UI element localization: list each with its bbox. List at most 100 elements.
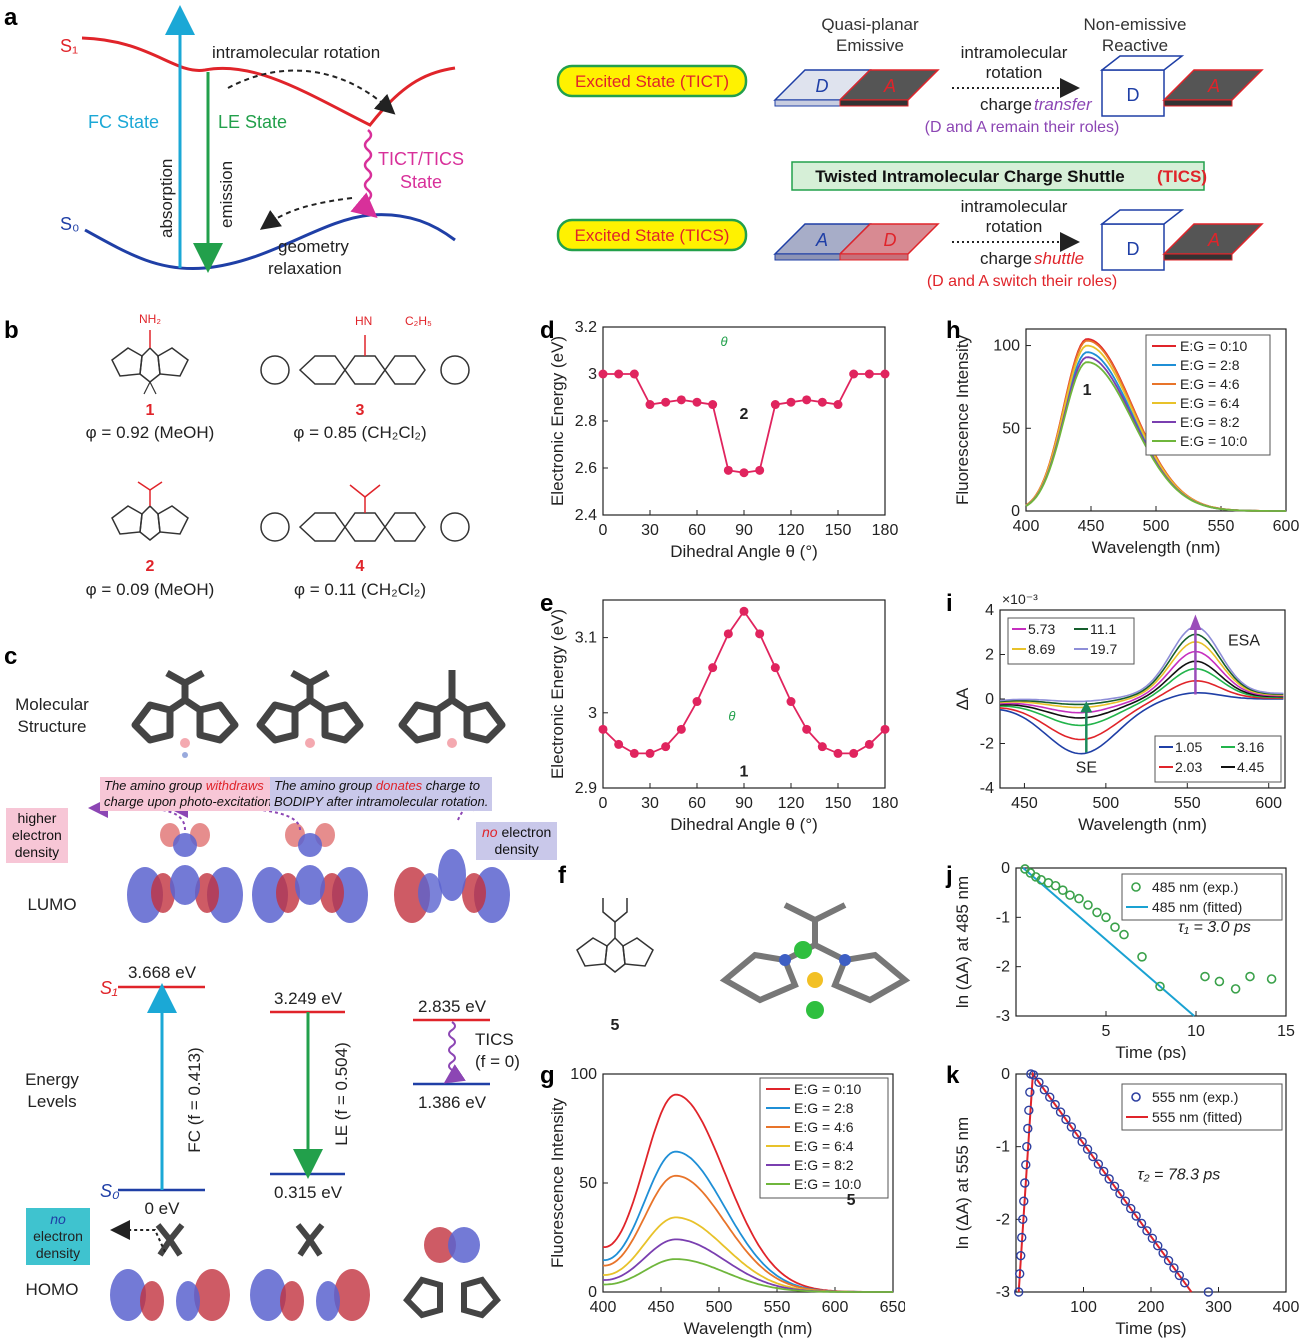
legend-h [1145,334,1271,456]
point-e-0 [598,724,608,734]
xtick-label-h-2: 500 [1143,518,1170,535]
xtick-label-d-3: 90 [735,522,753,539]
point-k-15 [1039,1085,1050,1095]
point-d-0 [598,369,608,379]
point-j-20 [1266,974,1277,984]
ylabel-j: ln (ΔA) at 485 nm [953,876,972,1008]
structure-label: Structure [18,717,87,736]
molecule-structure-2 [256,669,364,748]
point-k-25 [1093,1159,1104,1169]
chart-g: 400 450 500 550 600 650 0 50 100 Wavelength (nm) F… [548,1066,905,1338]
point-d-3 [645,400,655,410]
point-k-0 [1013,1287,1024,1297]
emission-label: emission [217,161,236,228]
legend-label-h-1: E:G = 2:8 [1180,357,1240,373]
legend-swatch-j-0 [1131,882,1141,892]
ytick-label-j-0: 0 [1001,860,1010,877]
ytick-label-j-3: -3 [996,1008,1010,1025]
tics-intramolecular: intramolecular [961,197,1068,216]
point-j-7 [1065,890,1075,900]
point-k-16 [1045,1092,1055,1102]
point-k-5 [1019,1196,1029,1206]
point-d-11 [770,400,780,410]
c1-nh2: NH₂ [139,312,161,326]
xtick-label-i-3: 600 [1255,795,1282,812]
tict-intramolecular: intramolecular [961,43,1068,62]
chart-k: 100 200 300 400 0 -1 -2 -3 Time (ps) ln (ΔA) at 5… [953,1066,1300,1338]
series-h-5 [1025,361,1286,512]
tics-transition-label: TICS [475,1030,514,1049]
point-e-10 [755,629,765,639]
molecular-label: Molecular [15,695,89,714]
panel-f-structure: 5 [576,898,911,1034]
legend-label-j-0: 485 nm (exp.) [1152,879,1238,895]
point-e-13 [802,724,812,734]
point-k-35 [1147,1233,1158,1243]
panel-label-c: c [4,643,18,670]
xtick-label-i-1: 500 [1093,795,1120,812]
ytick-label-i-0: -4 [980,780,994,797]
xtick-label-g-5: 650 [880,1299,905,1316]
legend-i-bottom [1154,735,1282,783]
le-oscillator-label: LE (f = 0.504) [332,1042,351,1145]
point-k-28 [1109,1181,1120,1191]
point-e-16 [849,748,859,758]
ytick-label-k-3: -3 [996,1284,1010,1301]
point-j-16 [1200,971,1210,982]
tics-title-abbr: (TICS) [1157,167,1207,186]
c1-number: 1 [146,402,155,419]
energy-label: Energy [25,1070,79,1089]
line-e [602,609,886,755]
relaxation-label: relaxation [268,259,342,278]
homo-orbital-2 [250,1223,370,1321]
ytick-label-k-2: -2 [996,1211,1010,1228]
crystal-structure-5 [719,902,911,1019]
xtick-label-e-0: 0 [599,795,608,812]
panel-label-b: b [4,317,19,344]
point-d-16 [849,369,859,379]
legend-label-g-1: E:G = 2:8 [794,1100,854,1116]
compound-label-g: 5 [847,1192,856,1209]
panel-label-k: k [946,1062,960,1089]
point-e-14 [817,742,827,752]
legend-label-h-2: E:G = 4:6 [1180,376,1240,392]
point-e-18 [880,724,890,734]
ylabel-e: Electronic Energy (eV) [548,609,567,779]
tics-switch-roles: (D and A switch their roles) [927,273,1117,290]
point-k-39 [1169,1263,1179,1273]
ylabel-h: Fluorescence Intensity [953,334,972,505]
point-j-8 [1074,893,1084,904]
ytick-label-h-0: 0 [1011,503,1020,520]
point-j-13 [1119,929,1129,940]
c1-phi: φ = 0.92 (MeOH) [86,423,215,442]
e-le-value: 3.249 eV [274,989,343,1008]
xtick-label-k-0: 100 [1070,1299,1097,1316]
chart-d: 0 30 60 90 120 150 180 2.4 2.6 2.8 3 3.2 Dihedral An… [548,319,898,561]
xtick-label-j-2: 15 [1277,1023,1295,1040]
point-k-10 [1024,1105,1034,1116]
xtick-label-d-2: 60 [688,522,706,539]
excited-state-tict-box [556,64,748,98]
legend-label-i-4: 5.73 [1028,621,1055,637]
e-tics0-value: 1.386 eV [418,1093,487,1112]
point-k-7 [1021,1160,1031,1170]
chart-i: 450 500 550 600 -4 -2 0 2 4 Wavelength (nm) ΔA ×10⁻… [953,591,1286,834]
reactive-label: Reactive [1102,36,1168,55]
xtick-label-e-4: 120 [778,795,805,812]
point-j-5 [1050,880,1061,891]
lumo-orbital-3 [394,849,510,923]
tics-f-label: (f = 0) [475,1052,520,1071]
tict-planar-a: A [883,76,896,96]
e-le0-value: 0.315 eV [274,1183,343,1202]
molecule-structure-1 [131,669,239,758]
bodipy-core-2 [111,481,189,541]
ytick-label-h-2: 100 [993,338,1020,355]
point-j-18 [1230,984,1241,994]
c3-ethyl: C₂H₅ [405,314,432,328]
point-d-18 [880,369,890,379]
legend-label-h-3: E:G = 6:4 [1180,395,1240,411]
xtick-label-k-3: 400 [1273,1299,1300,1316]
xtick-label-j-0: 5 [1102,1023,1111,1040]
series-i-3 [999,660,1284,719]
xtick-label-g-2: 500 [706,1299,733,1316]
